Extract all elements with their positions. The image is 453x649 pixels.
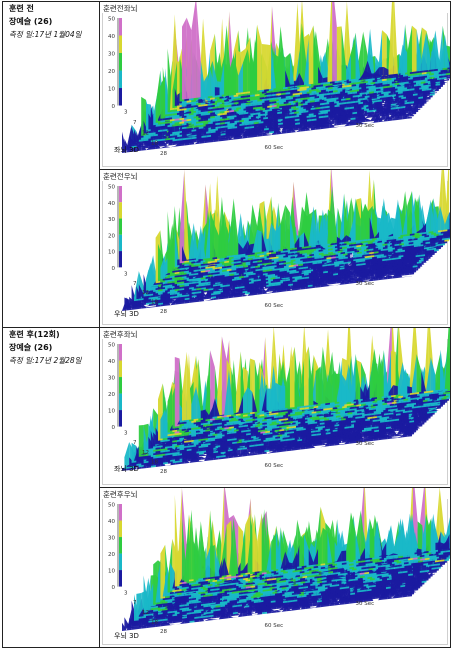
- z-tick-label: 20: [108, 233, 115, 239]
- time-tick-label: 60 Sec: [265, 145, 284, 151]
- z-tick-label: 40: [108, 359, 115, 365]
- panel-title: 훈련후좌뇌: [103, 330, 138, 339]
- z-tick-label: 30: [108, 536, 115, 542]
- z-tick-label: 0: [112, 585, 116, 591]
- subject-name: 장예슬 (26): [9, 17, 53, 26]
- depth-tick-label: 28: [160, 469, 167, 475]
- depth-tick-label: 28: [160, 629, 167, 635]
- depth-tick-label: 3: [124, 591, 128, 597]
- depth-tick-label: 18: [151, 141, 158, 147]
- panel-title: 훈련전우뇌: [103, 172, 138, 181]
- time-tick-label: 30 Sec: [356, 601, 375, 607]
- depth-tick-label: 3: [124, 271, 128, 277]
- panel-before-left: 훈련전좌뇌 50 40 30 20 10 0 3 7 12 18 28 60 Sec 30 Sec 좌뇌…: [99, 1, 451, 170]
- z-tick-label: 50: [108, 185, 115, 191]
- row-label-after: 훈련 후(12회) 장예슬 (26) 측정 일:17년 2월28일: [2, 327, 100, 648]
- depth-tick-label: 12: [142, 290, 149, 296]
- depth-tick-label: 18: [151, 619, 158, 625]
- z-tick-label: 0: [112, 266, 116, 272]
- panel-before-right: 훈련전우뇌 50 40 30 20 10 0 3 7 12 18 28 60 Sec 30 Sec 우뇌…: [99, 169, 451, 328]
- panel-title: 훈련전좌뇌: [103, 4, 138, 13]
- depth-tick-label: 28: [160, 151, 167, 157]
- z-tick-label: 40: [108, 519, 115, 525]
- panel-corner-label: 우뇌 3D: [114, 310, 139, 318]
- row-label-before: 훈련 전 장예슬 (26) 측정 일:17년 1월04일: [2, 1, 100, 328]
- time-tick-label: 60 Sec: [265, 303, 284, 309]
- depth-tick-label: 7: [133, 120, 137, 126]
- measure-date: 측정 일:17년 2월28일: [9, 356, 82, 365]
- depth-tick-label: 3: [124, 431, 128, 437]
- depth-tick-label: 12: [142, 450, 149, 456]
- z-tick-label: 20: [108, 392, 115, 398]
- time-tick-label: 60 Sec: [265, 623, 284, 629]
- panel-after-left: 훈련후좌뇌 50 40 30 20 10 0 3 7 12 18 28 60 Sec 30 Sec 좌뇌…: [99, 327, 451, 488]
- z-tick-label: 50: [108, 503, 115, 509]
- time-tick-label: 30 Sec: [356, 281, 375, 287]
- time-tick-label: 30 Sec: [356, 441, 375, 447]
- z-tick-label: 10: [108, 409, 115, 415]
- depth-tick-label: 18: [151, 300, 158, 306]
- z-tick-label: 40: [108, 201, 115, 207]
- z-tick-label: 0: [112, 425, 116, 431]
- z-tick-label: 50: [108, 17, 115, 23]
- panel-corner-label: 좌뇌 3D: [114, 146, 139, 154]
- z-tick-label: 10: [108, 569, 115, 575]
- panel-title: 훈련후우뇌: [103, 490, 138, 499]
- depth-tick-label: 7: [133, 440, 137, 446]
- z-tick-label: 20: [108, 552, 115, 558]
- z-tick-label: 30: [108, 52, 115, 58]
- panel-corner-label: 우뇌 3D: [114, 632, 139, 640]
- depth-tick-label: 12: [142, 610, 149, 616]
- z-tick-label: 10: [108, 87, 115, 93]
- depth-tick-label: 7: [133, 600, 137, 606]
- session-label: 훈련 후(12회): [9, 330, 60, 339]
- depth-tick-label: 12: [142, 130, 149, 136]
- panel-corner-label: 좌뇌 3D: [114, 465, 139, 473]
- measure-date: 측정 일:17년 1월04일: [9, 30, 82, 39]
- depth-tick-label: 28: [160, 309, 167, 315]
- z-tick-label: 40: [108, 34, 115, 40]
- z-tick-label: 30: [108, 217, 115, 223]
- depth-tick-label: 18: [151, 459, 158, 465]
- depth-tick-label: 3: [124, 110, 128, 116]
- time-tick-label: 30 Sec: [356, 123, 375, 129]
- subject-name: 장예슬 (26): [9, 343, 53, 352]
- panel-after-right: 훈련후우뇌 50 40 30 20 10 0 3 7 12 18 28 60 Sec 30 Sec 우뇌…: [99, 487, 451, 648]
- z-tick-label: 30: [108, 376, 115, 382]
- z-tick-label: 10: [108, 250, 115, 256]
- z-tick-label: 50: [108, 343, 115, 349]
- time-tick-label: 60 Sec: [265, 463, 284, 469]
- session-label: 훈련 전: [9, 4, 34, 13]
- z-tick-label: 20: [108, 69, 115, 75]
- depth-tick-label: 7: [133, 281, 137, 287]
- z-tick-label: 0: [112, 104, 116, 110]
